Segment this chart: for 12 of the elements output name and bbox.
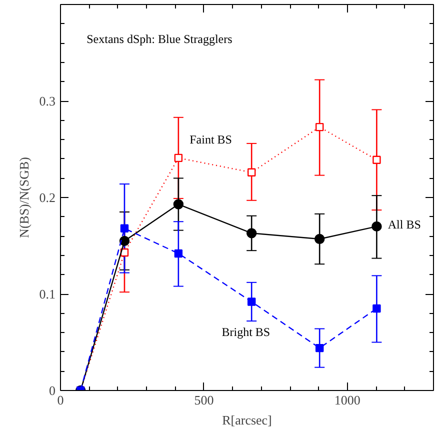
y-tick-label: 0	[49, 383, 56, 398]
y-tick-label: 0.2	[39, 190, 56, 205]
x-axis-title: R[arcsec]	[222, 412, 272, 428]
text: Sextans dSph: Blue Stragglers	[86, 32, 233, 46]
y-tick-label: 0.3	[39, 94, 56, 108]
series-label: Faint BS	[190, 132, 232, 146]
x-tick-label: 500	[194, 392, 214, 408]
series-label: Bright BS	[222, 324, 270, 339]
y-tick-label: 0.1	[39, 286, 56, 302]
y-axis-title: N(BS)/N(SGB)	[16, 157, 32, 238]
x-tick-label: 1000	[334, 392, 360, 408]
legend-label: All BS	[388, 218, 421, 232]
